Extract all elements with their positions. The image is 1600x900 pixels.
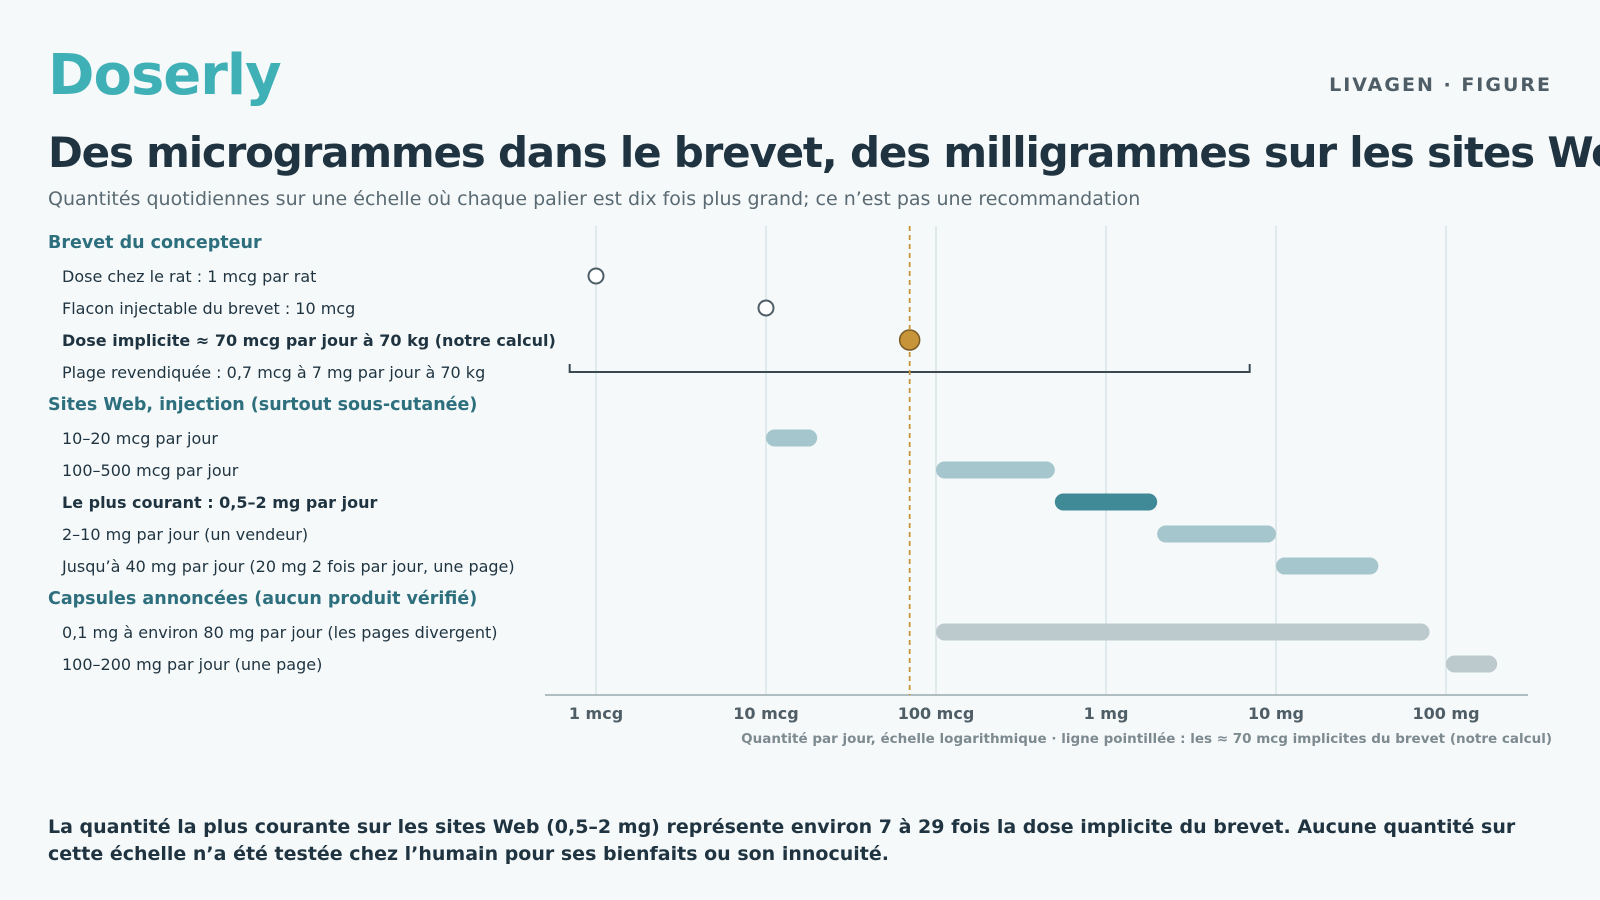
row-label: 100–500 mcg par jour xyxy=(62,461,239,480)
row-label: Dose chez le rat : 1 mcg par rat xyxy=(62,267,316,286)
data-point xyxy=(757,299,775,317)
row-label: Plage revendiquée : 0,7 mcg à 7 mg par j… xyxy=(62,363,485,382)
x-tick-label: 100 mg xyxy=(1412,704,1479,723)
range-bar xyxy=(1446,655,1498,673)
row-label: Flacon injectable du brevet : 10 mcg xyxy=(62,299,355,318)
row-label: Dose implicite ≈ 70 mcg par jour à 70 kg… xyxy=(62,331,556,350)
x-tick-label: 10 mcg xyxy=(733,704,798,723)
range-bar xyxy=(936,461,1055,479)
data-point xyxy=(587,267,605,285)
range-bar xyxy=(936,623,1430,641)
chart-subtitle: Quantités quotidiennes sur une échelle o… xyxy=(48,188,1141,210)
range-bar xyxy=(1276,557,1379,575)
x-tick-label: 10 mg xyxy=(1248,704,1304,723)
row-label: Le plus courant : 0,5–2 mg par jour xyxy=(62,493,377,512)
x-tick-label: 100 mcg xyxy=(898,704,975,723)
footnote: La quantité la plus courante sur les sit… xyxy=(48,816,1516,865)
x-tick-label: 1 mg xyxy=(1084,704,1129,723)
row-label: 2–10 mg par jour (un vendeur) xyxy=(62,525,308,544)
row-label: Jusqu’à 40 mg par jour (20 mg 2 fois par… xyxy=(61,557,515,576)
group-heading: Brevet du concepteur xyxy=(48,233,262,253)
brand-logo: Doserly xyxy=(48,43,282,108)
group-heading: Capsules annoncées (aucun produit vérifi… xyxy=(48,589,477,609)
x-axis-label: Quantité par jour, échelle logarithmique… xyxy=(741,731,1552,747)
range-bar xyxy=(1157,525,1276,543)
figure-kicker: LIVAGEN · FIGURE xyxy=(1329,74,1552,96)
row-label: 100–200 mg par jour (une page) xyxy=(62,655,322,674)
range-bar xyxy=(766,429,818,447)
group-heading: Sites Web, injection (surtout sous-cutan… xyxy=(48,395,477,415)
chart-title: Des microgrammes dans le brevet, des mil… xyxy=(48,128,1600,177)
range-bar xyxy=(1054,493,1158,511)
dose-range-chart: 1 mcg 10 mcg 100 mcg 1 mg 10 mg 100 mg Quantit… xyxy=(48,226,1552,747)
row-label: 10–20 mcg par jour xyxy=(62,429,218,448)
x-tick-label: 1 mcg xyxy=(569,704,623,723)
row-label: 0,1 mg à environ 80 mg par jour (les pag… xyxy=(62,623,498,642)
